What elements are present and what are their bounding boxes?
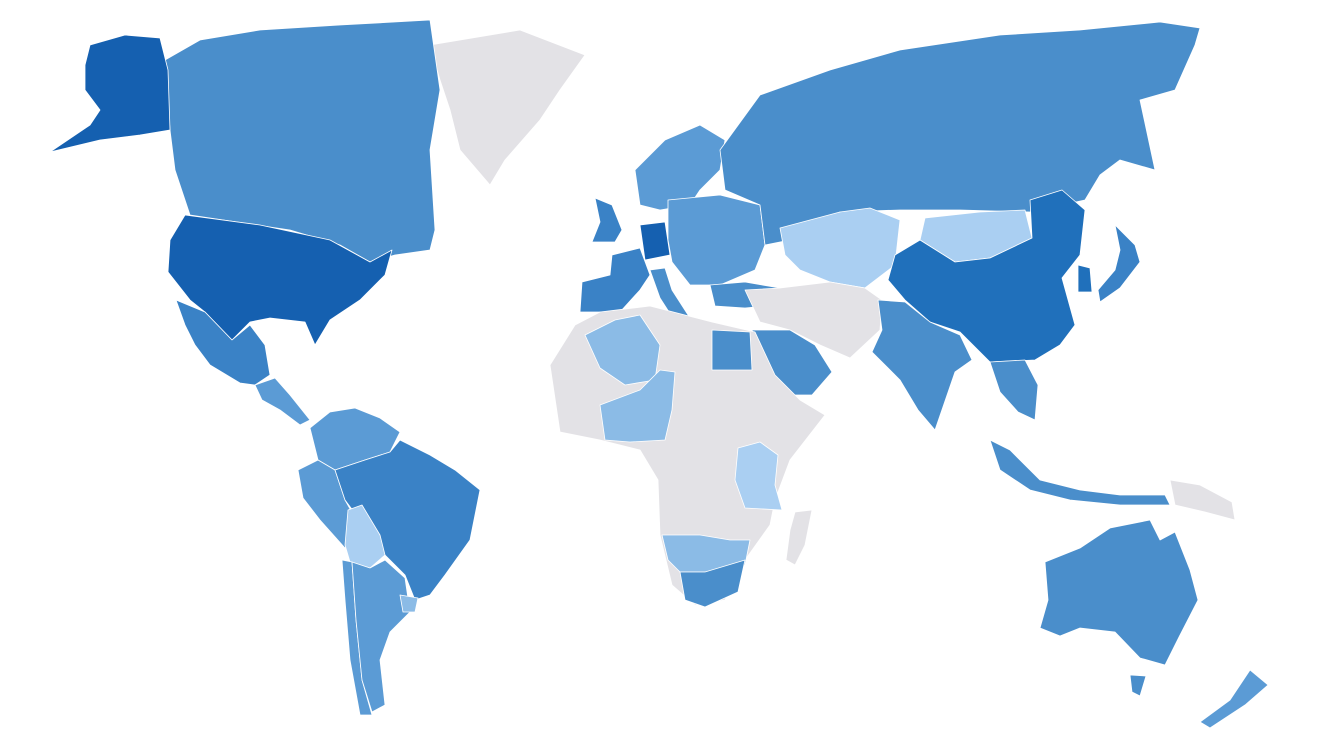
region-uruguay[interactable]: [399, 594, 419, 613]
region-south-korea[interactable]: [1077, 264, 1093, 293]
region-east-africa[interactable]: [734, 441, 783, 511]
region-south-africa[interactable]: [679, 559, 746, 608]
region-usa[interactable]: [167, 214, 393, 346]
region-france-spain[interactable]: [579, 247, 651, 313]
region-papua-new-guinea[interactable]: [1169, 479, 1236, 521]
region-egypt[interactable]: [711, 329, 753, 371]
region-southeast-asia[interactable]: [989, 359, 1039, 421]
region-alaska[interactable]: [49, 34, 171, 153]
region-canada[interactable]: [164, 19, 441, 263]
region-bolivia[interactable]: [344, 504, 386, 569]
region-argentina[interactable]: [351, 559, 411, 713]
region-tasmania[interactable]: [1129, 674, 1147, 697]
region-mexico[interactable]: [175, 299, 271, 386]
region-eastern-europe[interactable]: [667, 194, 766, 286]
region-kazakhstan[interactable]: [779, 207, 901, 289]
region-australia[interactable]: [1039, 519, 1199, 666]
region-united-kingdom[interactable]: [591, 197, 623, 243]
region-indonesia[interactable]: [989, 439, 1171, 506]
region-germany[interactable]: [639, 221, 671, 261]
region-middle-east[interactable]: [744, 281, 883, 359]
region-algeria[interactable]: [584, 314, 661, 386]
region-japan[interactable]: [1097, 224, 1141, 303]
region-madagascar[interactable]: [785, 509, 813, 566]
region-india[interactable]: [871, 299, 973, 431]
region-new-zealand[interactable]: [1199, 669, 1269, 729]
region-southern-africa[interactable]: [661, 534, 751, 573]
region-west-africa[interactable]: [599, 369, 676, 443]
region-central-america[interactable]: [254, 377, 311, 426]
region-scandinavia[interactable]: [634, 124, 726, 211]
region-greenland[interactable]: [429, 29, 586, 186]
region-russia[interactable]: [719, 21, 1201, 246]
